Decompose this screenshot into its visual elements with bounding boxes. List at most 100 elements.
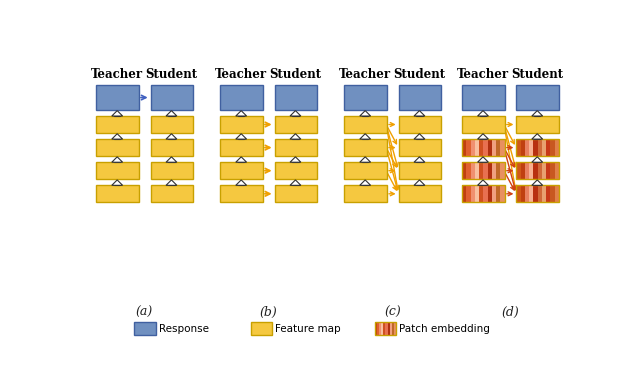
FancyBboxPatch shape	[168, 115, 175, 116]
Bar	[529, 162, 533, 179]
Polygon shape	[532, 157, 543, 162]
Text: (d): (d)	[501, 306, 519, 319]
Bar	[220, 116, 263, 133]
Bar	[555, 139, 559, 156]
Bar	[529, 139, 533, 156]
Bar	[220, 85, 263, 110]
Bar	[462, 139, 505, 156]
Bar	[538, 162, 542, 179]
Polygon shape	[112, 134, 123, 139]
Bar	[538, 185, 542, 202]
Text: Student: Student	[511, 68, 563, 80]
Bar	[462, 162, 505, 179]
FancyBboxPatch shape	[238, 115, 244, 116]
Bar	[488, 139, 492, 156]
Text: Student: Student	[269, 68, 321, 80]
Bar	[516, 116, 559, 133]
Polygon shape	[166, 157, 177, 162]
Bar	[220, 139, 263, 156]
Bar	[344, 162, 387, 179]
Bar	[399, 185, 441, 202]
Bar	[150, 85, 193, 110]
Bar	[462, 162, 467, 179]
Polygon shape	[236, 157, 246, 162]
Bar	[542, 162, 546, 179]
Text: Response: Response	[159, 324, 209, 334]
Bar	[467, 139, 470, 156]
Bar	[399, 116, 441, 133]
Bar	[496, 185, 500, 202]
Bar	[546, 139, 550, 156]
Polygon shape	[236, 180, 246, 185]
Bar	[275, 185, 317, 202]
Bar	[479, 162, 483, 179]
Text: (c): (c)	[384, 306, 401, 319]
Bar	[470, 139, 475, 156]
Bar	[546, 162, 550, 179]
Bar	[520, 162, 525, 179]
Text: Teacher: Teacher	[339, 68, 391, 80]
Bar	[374, 322, 396, 335]
Bar	[475, 162, 479, 179]
Bar	[492, 162, 496, 179]
FancyBboxPatch shape	[168, 138, 175, 139]
Bar	[550, 185, 555, 202]
Bar	[383, 322, 385, 335]
Bar	[500, 139, 505, 156]
Bar	[555, 185, 559, 202]
Text: Teacher: Teacher	[215, 68, 268, 80]
Bar	[374, 322, 377, 335]
Bar	[496, 162, 500, 179]
Bar	[96, 116, 139, 133]
Bar	[550, 162, 555, 179]
Bar	[399, 139, 441, 156]
Polygon shape	[290, 180, 301, 185]
FancyBboxPatch shape	[292, 138, 298, 139]
Bar	[483, 185, 488, 202]
Text: Feature map: Feature map	[275, 324, 341, 334]
FancyBboxPatch shape	[362, 115, 368, 116]
FancyBboxPatch shape	[362, 138, 368, 139]
Bar	[492, 139, 496, 156]
Polygon shape	[290, 134, 301, 139]
Bar	[134, 322, 156, 335]
Bar	[483, 139, 488, 156]
FancyBboxPatch shape	[238, 138, 244, 139]
Bar	[344, 116, 387, 133]
FancyBboxPatch shape	[114, 115, 120, 116]
Bar	[462, 116, 505, 133]
Bar	[96, 185, 139, 202]
Bar	[475, 139, 479, 156]
Bar	[379, 322, 381, 335]
Bar	[470, 162, 475, 179]
Bar	[220, 185, 263, 202]
Bar	[546, 185, 550, 202]
Polygon shape	[414, 157, 425, 162]
Polygon shape	[477, 134, 488, 139]
Text: (a): (a)	[136, 306, 153, 319]
Bar	[520, 185, 525, 202]
FancyBboxPatch shape	[417, 138, 422, 139]
Bar	[150, 162, 193, 179]
Bar	[96, 85, 139, 110]
Bar	[516, 185, 520, 202]
Bar	[520, 139, 525, 156]
Bar	[525, 162, 529, 179]
Bar	[488, 185, 492, 202]
Bar	[381, 322, 383, 335]
Polygon shape	[166, 180, 177, 185]
Bar	[516, 162, 520, 179]
Bar	[533, 162, 538, 179]
Polygon shape	[532, 111, 543, 116]
Bar	[275, 116, 317, 133]
FancyBboxPatch shape	[417, 115, 422, 116]
Polygon shape	[360, 111, 371, 116]
Bar	[467, 185, 470, 202]
Polygon shape	[290, 157, 301, 162]
Bar	[385, 322, 388, 335]
Bar	[525, 185, 529, 202]
Polygon shape	[112, 157, 123, 162]
Bar	[467, 162, 470, 179]
Polygon shape	[236, 111, 246, 116]
FancyBboxPatch shape	[292, 115, 298, 116]
